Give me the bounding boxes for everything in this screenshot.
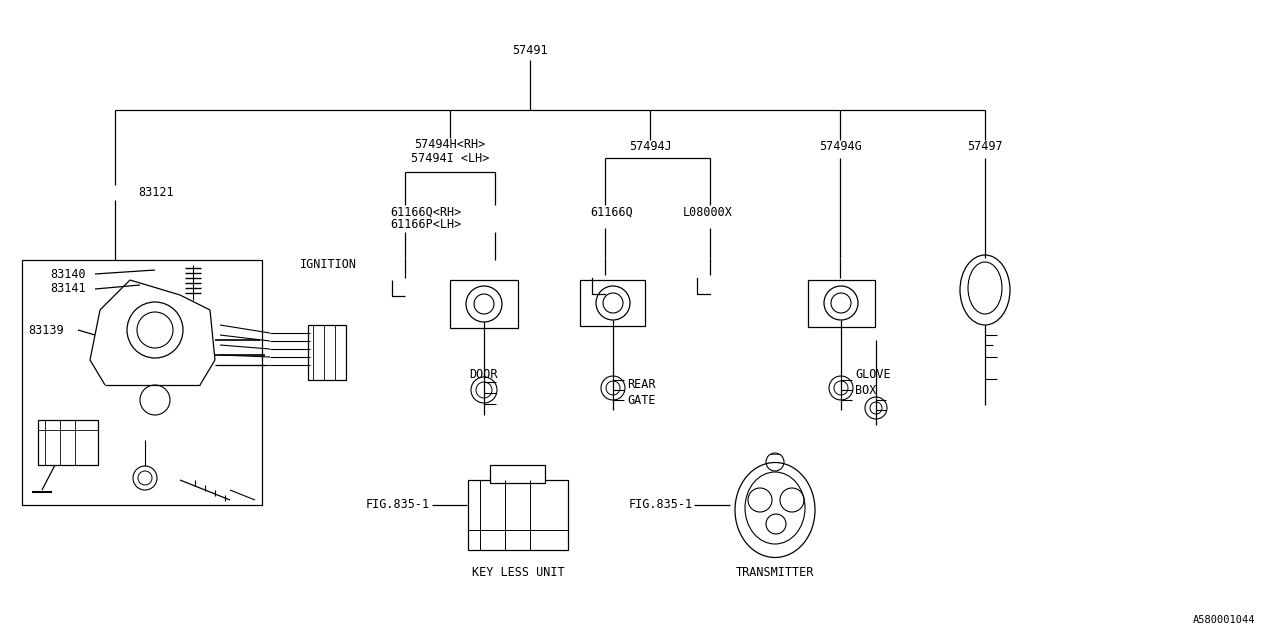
Text: IGNITION: IGNITION bbox=[300, 259, 357, 271]
Ellipse shape bbox=[745, 472, 805, 544]
Text: 83140: 83140 bbox=[50, 268, 86, 280]
Text: BOX: BOX bbox=[855, 383, 877, 397]
Text: DOOR: DOOR bbox=[468, 369, 497, 381]
Ellipse shape bbox=[960, 255, 1010, 325]
Bar bbox=[308, 325, 346, 380]
Bar bbox=[22, 260, 262, 505]
Ellipse shape bbox=[968, 262, 1002, 314]
Text: 57494G: 57494G bbox=[819, 140, 861, 152]
Text: GATE: GATE bbox=[627, 394, 655, 406]
Bar bbox=[580, 280, 645, 326]
Text: 57494J: 57494J bbox=[628, 140, 672, 152]
Text: TRANSMITTER: TRANSMITTER bbox=[736, 566, 814, 579]
Text: 83121: 83121 bbox=[138, 186, 174, 198]
Text: 83141: 83141 bbox=[50, 282, 86, 296]
Text: 83139: 83139 bbox=[28, 323, 64, 337]
Bar bbox=[468, 480, 568, 550]
Text: KEY LESS UNIT: KEY LESS UNIT bbox=[472, 566, 564, 579]
Ellipse shape bbox=[735, 463, 815, 557]
Bar bbox=[38, 420, 99, 465]
Text: 57497: 57497 bbox=[968, 140, 1002, 152]
Text: 57494H<RH>: 57494H<RH> bbox=[415, 138, 485, 152]
Text: L08000X: L08000X bbox=[684, 205, 733, 218]
Text: FIG.835-1: FIG.835-1 bbox=[628, 499, 692, 511]
Text: FIG.835-1: FIG.835-1 bbox=[366, 499, 430, 511]
Text: GLOVE: GLOVE bbox=[855, 369, 891, 381]
Text: 57491: 57491 bbox=[512, 44, 548, 56]
Bar bbox=[490, 465, 545, 483]
Text: 61166P<LH>: 61166P<LH> bbox=[390, 218, 461, 232]
Bar bbox=[451, 280, 518, 328]
Bar bbox=[808, 280, 876, 327]
Text: A580001044: A580001044 bbox=[1193, 615, 1254, 625]
Text: 61166Q: 61166Q bbox=[590, 205, 632, 218]
Text: 57494I <LH>: 57494I <LH> bbox=[411, 152, 489, 164]
Text: 61166Q<RH>: 61166Q<RH> bbox=[390, 205, 461, 218]
Text: REAR: REAR bbox=[627, 378, 655, 392]
